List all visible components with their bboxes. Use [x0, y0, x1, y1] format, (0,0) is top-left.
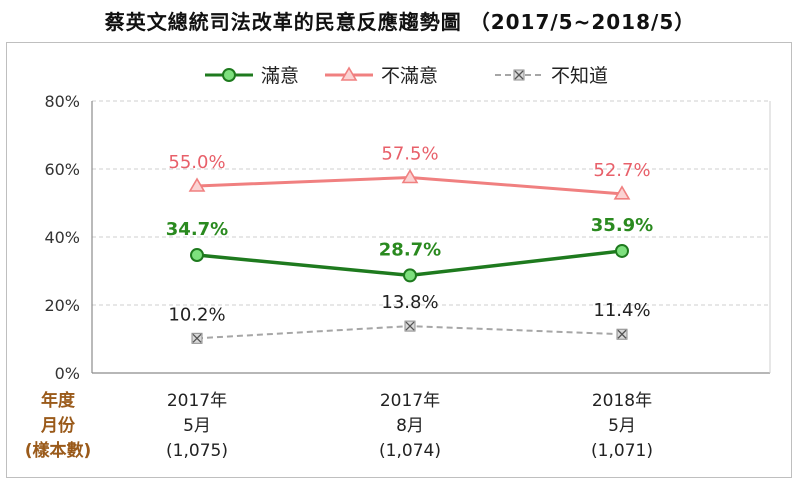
- x-category-0: 2017年 5月 (1,075): [166, 391, 228, 461]
- data-point: [188, 177, 206, 192]
- data-label: 57.5%: [381, 144, 438, 165]
- data-point: [404, 320, 416, 332]
- legend-label: 不滿意: [381, 65, 438, 87]
- chart-frame: [6, 42, 792, 478]
- data-point: [191, 332, 203, 344]
- legend: 滿意 不滿意 不知道: [205, 65, 608, 87]
- y-tick-labels: 0% 20% 40% 60% 80%: [44, 92, 80, 383]
- legend-item-2: 不知道: [495, 65, 608, 87]
- x-category-2: 2018年 5月 (1,071): [591, 391, 653, 461]
- legend-label: 不知道: [551, 65, 608, 87]
- x-category-line: 2017年: [380, 391, 440, 411]
- axes: [91, 101, 771, 374]
- legend-marker: [513, 69, 525, 81]
- gridlines: [92, 100, 770, 306]
- x-category-line: (1,075): [166, 441, 228, 461]
- legend-marker: [222, 68, 236, 82]
- series-group: 34.7% 28.7% 35.9% 55.0% 57.5% 52.7% 10.2% 13.8%…: [166, 144, 653, 344]
- legend-marker: [340, 66, 358, 81]
- series-0: 34.7% 28.7% 35.9%: [166, 215, 653, 283]
- data-label: 13.8%: [381, 292, 438, 313]
- data-label: 10.2%: [168, 304, 225, 325]
- marker-cross: [617, 329, 627, 339]
- x-category-line: (1,074): [379, 441, 441, 461]
- data-point: [616, 328, 628, 340]
- data-label: 34.7%: [166, 219, 228, 240]
- legend-item-1: 不滿意: [325, 65, 438, 87]
- data-point: [403, 268, 417, 283]
- row-header: 月份: [40, 415, 76, 436]
- x-category-line: 5月: [608, 416, 636, 436]
- data-point: [615, 243, 629, 258]
- series-1: 55.0% 57.5% 52.7%: [168, 144, 651, 200]
- legend-label: 滿意: [261, 65, 299, 87]
- x-category-1: 2017年 8月 (1,074): [379, 391, 441, 461]
- y-tick-label: 0%: [55, 364, 80, 383]
- data-point: [401, 168, 419, 184]
- data-label: 11.4%: [593, 300, 650, 321]
- data-label: 55.0%: [168, 152, 225, 173]
- legend-item-0: 滿意: [205, 65, 299, 87]
- data-label: 52.7%: [593, 160, 650, 181]
- chart-title: 蔡英文總統司法改革的民意反應趨勢圖 （2017/5~2018/5）: [104, 10, 696, 34]
- x-category-line: (1,071): [591, 441, 653, 461]
- x-category-line: 2017年: [167, 391, 227, 411]
- y-tick-label: 80%: [44, 92, 80, 111]
- row-header: (樣本數): [25, 440, 92, 461]
- data-label: 35.9%: [591, 215, 653, 236]
- data-label: 28.7%: [379, 239, 441, 260]
- data-point: [190, 248, 204, 263]
- y-tick-label: 60%: [44, 160, 80, 179]
- marker-cross: [514, 70, 524, 80]
- y-tick-label: 20%: [44, 296, 80, 315]
- row-header: 年度: [41, 390, 76, 411]
- x-category-line: 2018年: [592, 391, 652, 411]
- marker-cross: [405, 321, 415, 331]
- x-category-line: 5月: [183, 416, 211, 436]
- x-category-labels: 2017年 5月 (1,075) 2017年 8月 (1,074) 2018年 5月 (1,07…: [166, 391, 653, 461]
- x-category-line: 8月: [396, 416, 424, 436]
- marker-cross: [192, 333, 202, 343]
- y-tick-label: 40%: [44, 228, 80, 247]
- series-2: 10.2% 13.8% 11.4%: [168, 292, 651, 344]
- data-point: [613, 185, 631, 200]
